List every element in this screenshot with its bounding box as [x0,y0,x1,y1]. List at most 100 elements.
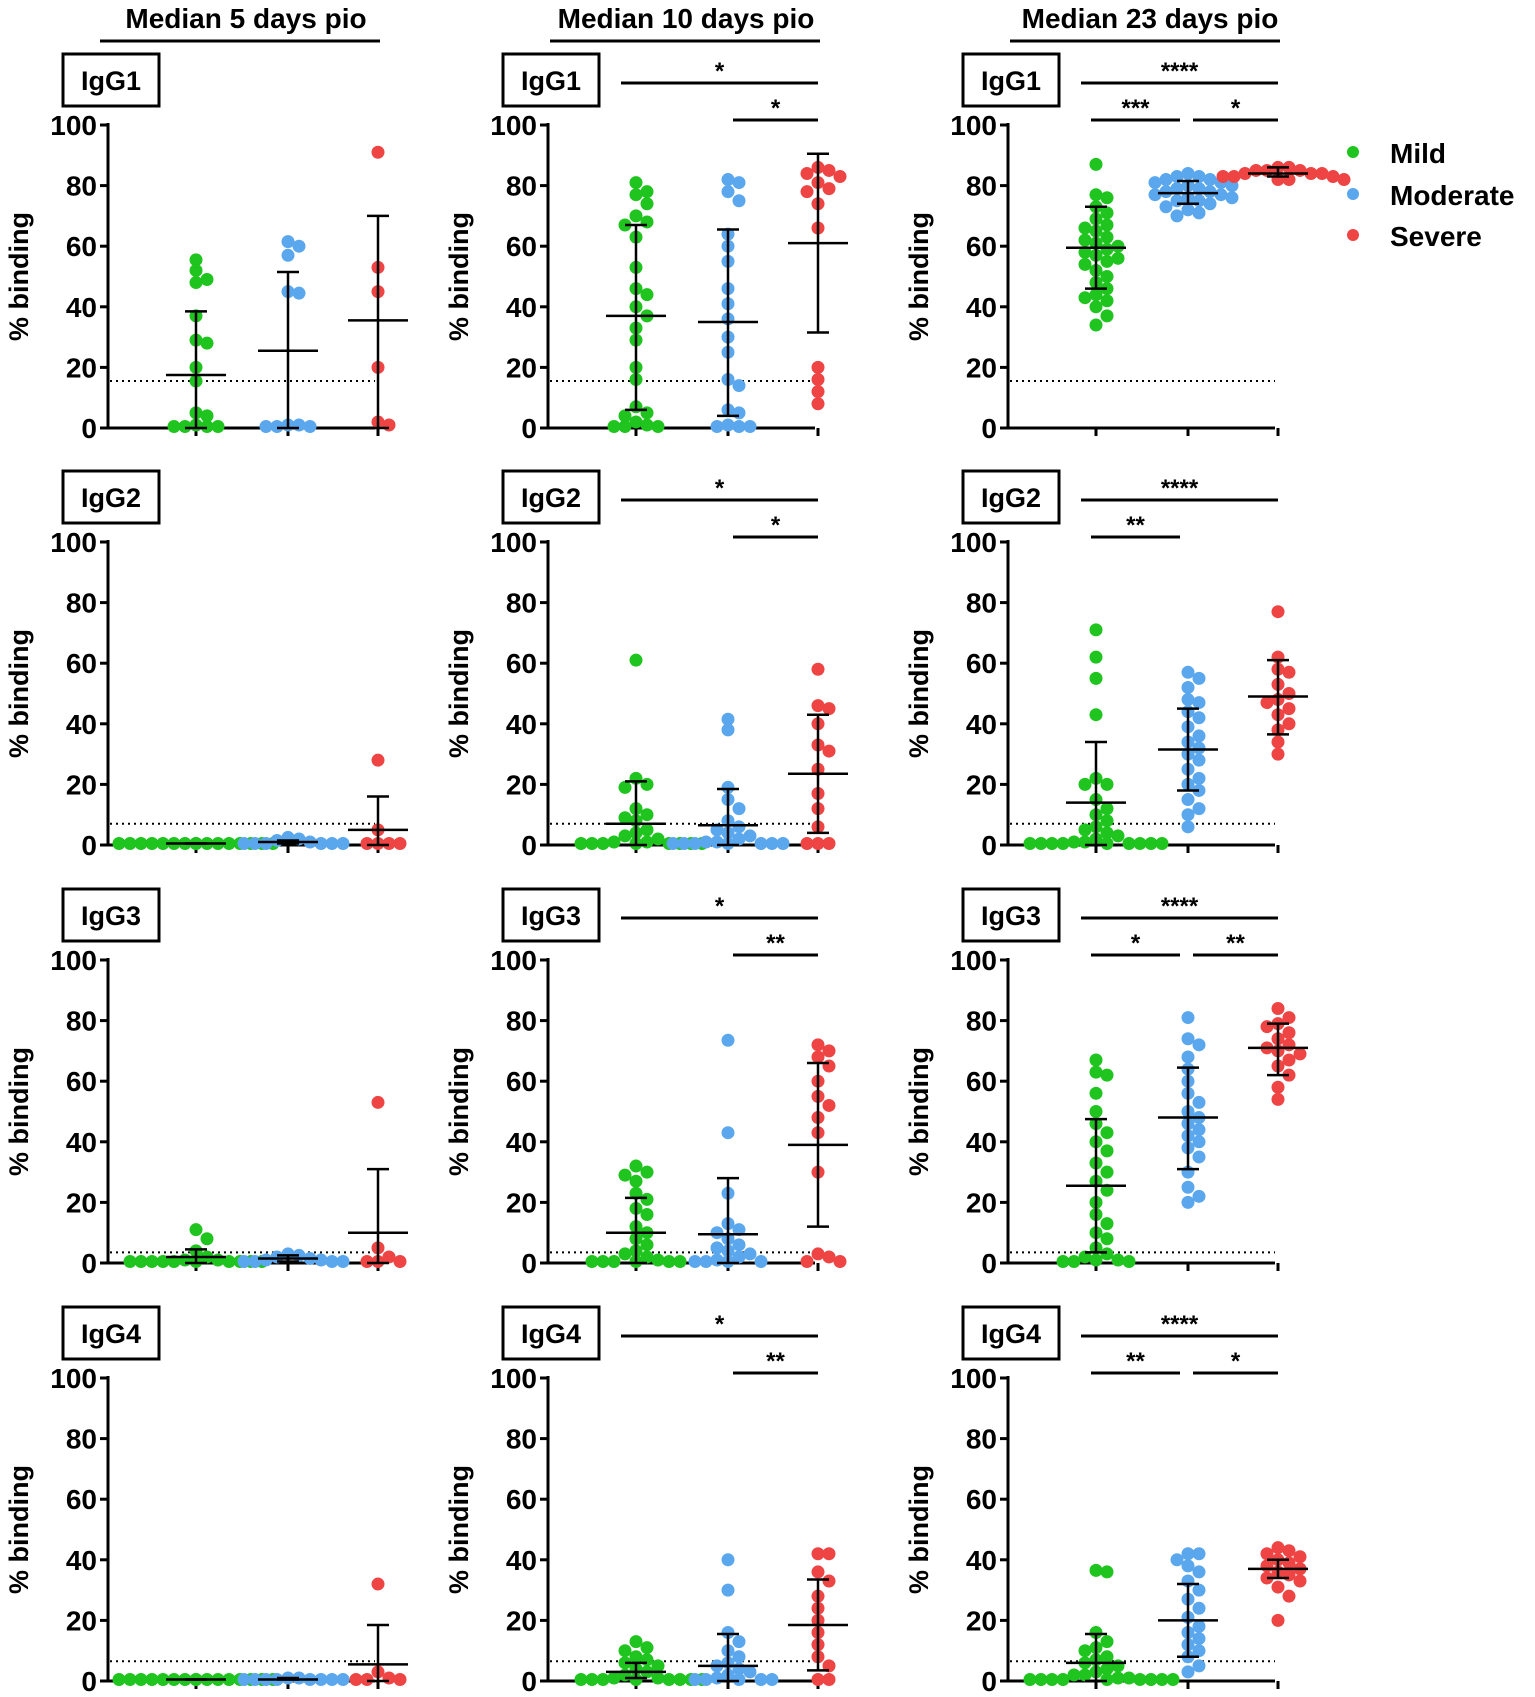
panel-4-y-tick-label: 20 [66,769,97,800]
panel-9-title: IgG3 [981,901,1041,931]
panel-7-y-tick-label: 60 [66,1066,97,1097]
panel-10-y-tick-label: 20 [66,1605,97,1636]
panel-2-mild-point [640,288,654,302]
panel-6-mild-point [1133,836,1147,850]
panel-1-mild-point [167,419,181,433]
panel-7-title: IgG3 [81,901,141,931]
panel-3-severe-point [1337,173,1351,187]
panel-12-moderate-point [1170,1553,1184,1567]
panel-12-severe-point [1260,1547,1274,1561]
panel-11-mild-point [662,1672,676,1686]
panel-8-mild-point [607,1254,621,1268]
panel-9-mild-point [1089,1065,1103,1079]
panel-1-y-tick-label: 80 [66,171,97,202]
panel-1-moderate-point [292,286,306,300]
panel-6-severe-point [1282,687,1296,700]
panel-2-mild-point [618,419,632,433]
panel-2-y-tick-label: 40 [506,292,537,323]
panel-4-y-tick-label: 80 [66,588,97,619]
panel-5-moderate-point [765,836,779,850]
panel-2-title: IgG1 [521,66,581,96]
panel-8-y-axis-label: % binding [444,1047,474,1176]
panel-10-title-frame [61,1305,161,1361]
panel-5-mild-point [585,836,599,850]
panel-12-significance-label-1-2: * [1231,1348,1241,1375]
panel-9-y-tick-label: 80 [966,1006,997,1037]
panel-9-significance-label-1-2: ** [1226,930,1245,957]
panel-7-mild-point [123,1254,137,1268]
panel-4-title: IgG2 [81,483,141,513]
panel-3-title-box: IgG1 [961,52,1061,108]
panel-12-moderate-point [1181,1559,1195,1573]
panel-11-y-axis-label: % binding [444,1465,474,1594]
panel-3-severe-point [1315,166,1329,180]
panel-3-mild-point [1089,288,1103,302]
panel-12-severe-point [1282,1589,1296,1603]
panel-6-moderate-point [1192,771,1206,785]
panel-6-severe-point [1271,747,1285,761]
panel-1-y-tick-label: 60 [66,231,97,262]
panel-11-y-tick-label: 80 [506,1424,537,1455]
panel-3-moderate-point [1170,194,1184,208]
panel-1-y-axis-label: % binding [4,212,34,341]
panel-12-mild-point [1045,1672,1059,1686]
panel-3-mild-point [1111,239,1125,253]
panel-7-moderate-point [314,1253,328,1267]
panel-3-y-tick-label: 100 [950,110,997,141]
panel-4-y-tick-label: 100 [50,527,97,558]
panel-4-moderate-point [314,836,328,850]
panel-7-mild-point [200,1232,214,1246]
panel-6-y-tick-label: 0 [981,830,997,861]
panel-12-moderate-point [1192,1601,1206,1615]
panel-9-moderate-point [1181,1050,1195,1064]
panel-1-title-box: IgG1 [61,52,161,108]
panel-5-mild-point [640,823,654,837]
panel-6-mild-point [1100,836,1114,850]
panel-6-moderate-point [1192,753,1206,767]
panel-5-y-tick-label: 20 [506,769,537,800]
panel-8-mild-point [640,1208,654,1222]
panel-5-moderate-point [666,836,680,850]
panel-8-moderate-point [699,1254,713,1268]
panel-8-mild-point [629,1159,643,1173]
panel-5-moderate-point [732,832,746,846]
panel-3-mild-point [1111,251,1125,265]
panel-3-y-axis-label: % binding [904,212,934,341]
panel-6-mild-point [1089,623,1103,637]
panel-1-y-tick-label: 100 [50,110,97,141]
panel-6-mild-point [1089,671,1103,685]
panel-4-severe-point [393,836,407,850]
panel-3-moderate-point [1181,203,1195,217]
panel-6-title-box: IgG2 [961,469,1061,525]
panel-8-y-tick-label: 40 [506,1127,537,1158]
panel-7-mild-point [156,1254,170,1268]
panel-2-moderate-point [721,185,735,199]
panel-3-significance-label-0-1: *** [1121,95,1150,122]
panel-3-moderate-point [1214,188,1228,202]
legend-moderate-label: Moderate [1390,180,1514,211]
panel-5-mild-point [607,835,621,849]
panel-12-mild-point [1056,1672,1070,1686]
legend: Mild Moderate Severe [1347,138,1514,252]
column-header-23-days: Median 23 days pio [1022,3,1279,34]
panel-9-mild-point [1122,1254,1136,1268]
panel-3-mild-point [1100,254,1114,268]
panel-11-mild-point [640,1653,654,1667]
panel-11-mild-point [640,1641,654,1655]
panel-igg1-1: IgG1 % binding 0 20 40 60 80 100 [4,52,408,444]
panel-12-severe-point [1282,1544,1296,1558]
column-header-10-days: Median 10 days pio [558,3,815,34]
panel-11-moderate-point [754,1672,768,1686]
panel-12-y-axis-label: % binding [904,1465,934,1594]
panel-8-moderate-point [743,1247,757,1261]
panel-8-moderate-point [721,1126,735,1140]
panel-12-y-tick-label: 0 [981,1666,997,1697]
panel-8-severe-point [811,1038,825,1052]
panel-5-mild-point [629,653,643,667]
panel-5-moderate-point [743,829,757,843]
panel-4-y-tick-label: 60 [66,648,97,679]
panel-12-mild-point [1067,1668,1081,1682]
panel-3-moderate-point [1148,176,1162,190]
panel-8-y-tick-label: 100 [490,945,537,976]
